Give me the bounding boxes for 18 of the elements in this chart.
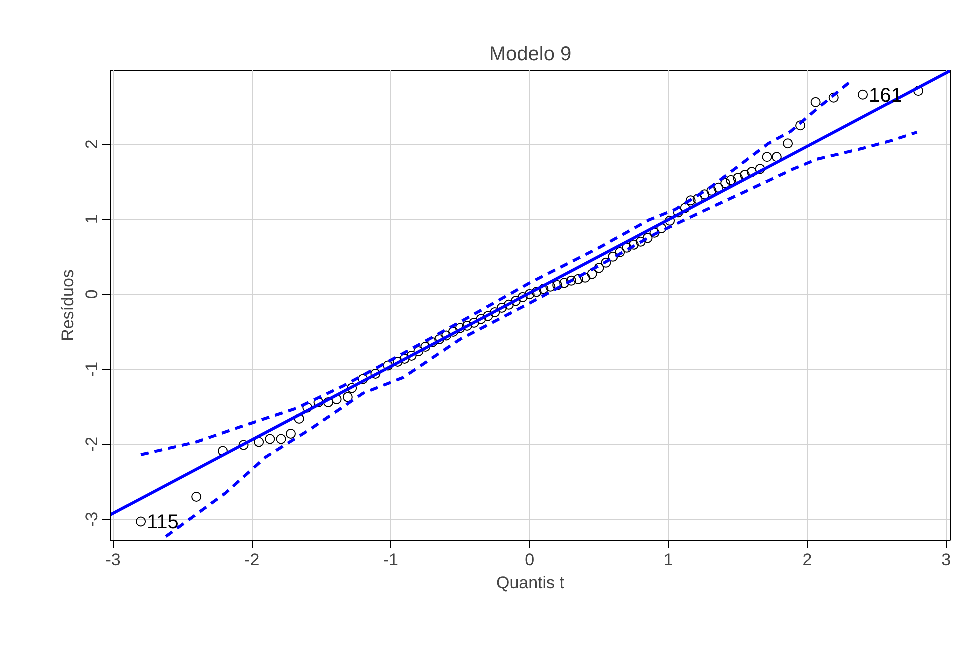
x-tick-label: 0 xyxy=(525,550,535,570)
y-tick-label: -2 xyxy=(82,436,102,452)
x-tick-label: 3 xyxy=(942,550,952,570)
y-axis-title: Resíduos xyxy=(58,270,78,342)
annotation: 161 xyxy=(869,84,902,107)
x-tick-label: -2 xyxy=(244,550,260,570)
x-tick-label: 1 xyxy=(664,550,674,570)
y-tick-label: 0 xyxy=(82,290,102,300)
y-tick-label: 1 xyxy=(82,214,102,224)
x-axis-title: Quantis t xyxy=(496,574,565,592)
y-tick-label: 2 xyxy=(82,140,102,150)
x-tick-label: 2 xyxy=(802,550,812,570)
annotation: 115 xyxy=(147,512,179,534)
x-tick-label: -1 xyxy=(383,550,399,570)
chart-title: Modelo 9 xyxy=(489,44,572,66)
y-tick-label: -3 xyxy=(82,512,102,528)
x-tick-label: -3 xyxy=(106,550,121,570)
y-tick-label: -1 xyxy=(82,362,102,378)
